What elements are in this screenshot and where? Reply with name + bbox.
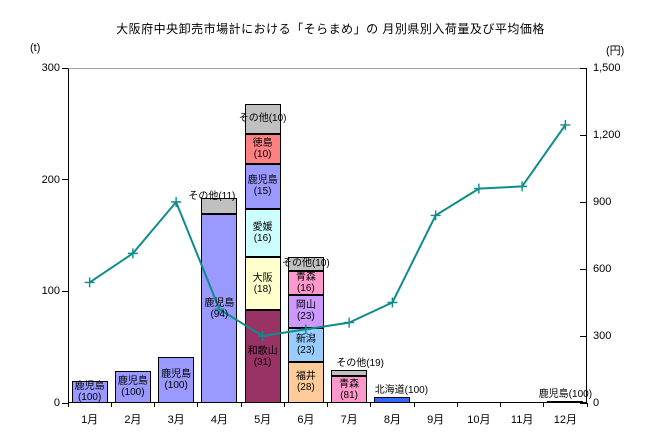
right-axis-tick [580,268,587,270]
x-axis-month-label: 4月 [210,414,228,426]
x-axis-tick [413,403,415,407]
x-axis-tick [456,403,458,407]
left-axis-tick [62,179,68,181]
right-axis-tick-label: 600 [593,263,612,275]
segment-label: その他(10) [281,257,330,269]
right-axis-tick [580,67,587,69]
right-axis-tick [580,335,587,337]
x-axis-month-label: 11月 [510,414,534,426]
right-axis-tick [580,402,587,404]
x-axis-month-label: 6月 [297,414,315,426]
x-axis-tick [543,403,545,407]
left-axis-tick-label: 100 [41,285,60,298]
chart-title: 大阪府中央卸売市場計における「そらまめ」の 月別県別入荷量及び平均価格 [116,22,545,36]
right-axis-tick [580,134,587,136]
segment-label: 鹿児島(100) [161,369,192,392]
segment-label: 福井 (28) [295,371,316,394]
left-axis-unit-label: (t) [30,42,41,54]
x-axis-month-label: 3月 [167,414,185,426]
segment-label: 北海道(100) [374,385,429,397]
right-axis-unit-label: (円) [606,45,625,57]
segment-label: 愛媛 (16) [252,221,273,244]
bar-segment [71,380,108,403]
segment-label: 青森 (81) [339,378,360,401]
x-axis-tick [154,403,155,407]
left-axis-tick-label: 200 [41,173,60,186]
right-axis-tick-label: 900 [593,196,612,208]
segment-label: 鹿児島(100) [117,375,148,398]
x-axis-tick [327,403,328,407]
left-axis-tick-label: 300 [41,62,60,74]
segment-label: 岡山 (23) [295,300,316,323]
bar-segment [287,361,324,403]
left-axis-tick [62,290,68,292]
x-axis-month-label: 5月 [254,414,272,426]
x-axis-month-label: 7月 [340,414,358,426]
bar-segment [374,397,411,403]
segment-label: 新潟 (23) [295,333,316,356]
segment-label: 鹿児島(100) [538,388,593,400]
right-axis-tick-label: 1,500 [593,62,621,74]
x-axis-tick [240,403,242,407]
bar-segment [331,369,368,377]
right-axis-tick-label: 300 [593,330,612,342]
x-axis-tick [586,403,588,407]
left-axis-tick [62,67,68,69]
bar-segment [547,400,584,403]
x-axis-month-label: 9月 [427,414,445,426]
x-axis-month-label: 2月 [124,414,142,426]
left-axis-tick [62,402,68,404]
x-axis-month-label: 10月 [467,414,491,426]
right-axis-tick-label: 1,200 [593,129,621,141]
x-axis-tick [67,403,69,407]
x-axis-tick [370,403,372,407]
left-axis-tick-label: 0 [53,397,60,409]
right-axis-tick-label: 0 [593,397,600,409]
segment-label: 和歌山 (31) [247,345,278,368]
segment-label: 鹿児島 (15) [247,175,278,198]
x-axis-tick [500,403,501,407]
x-axis-month-label: 8月 [383,414,401,426]
segment-label: 鹿児島(100) [74,380,105,403]
bar-segment [331,376,368,403]
right-axis-tick [580,201,587,203]
segment-label: その他(19) [336,357,385,369]
x-axis-tick [110,403,112,407]
segment-label: 青森 (16) [295,271,316,294]
segment-label: 徳島 (10) [252,137,273,160]
bar-segment [114,370,151,403]
bar-segment [158,357,195,403]
x-axis-month-label: 12月 [553,414,577,426]
segment-label: その他(10) [238,112,287,124]
x-axis-month-label: 1月 [81,414,99,426]
x-axis-tick [197,403,199,407]
x-axis-tick [283,403,285,407]
